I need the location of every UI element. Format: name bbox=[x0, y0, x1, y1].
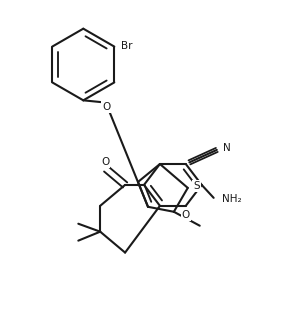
Text: NH₂: NH₂ bbox=[222, 194, 241, 204]
Text: S: S bbox=[193, 181, 200, 191]
Text: N: N bbox=[223, 143, 230, 153]
Text: O: O bbox=[182, 210, 190, 220]
Text: O: O bbox=[102, 102, 110, 112]
Text: O: O bbox=[101, 157, 109, 167]
Text: Br: Br bbox=[121, 41, 132, 50]
